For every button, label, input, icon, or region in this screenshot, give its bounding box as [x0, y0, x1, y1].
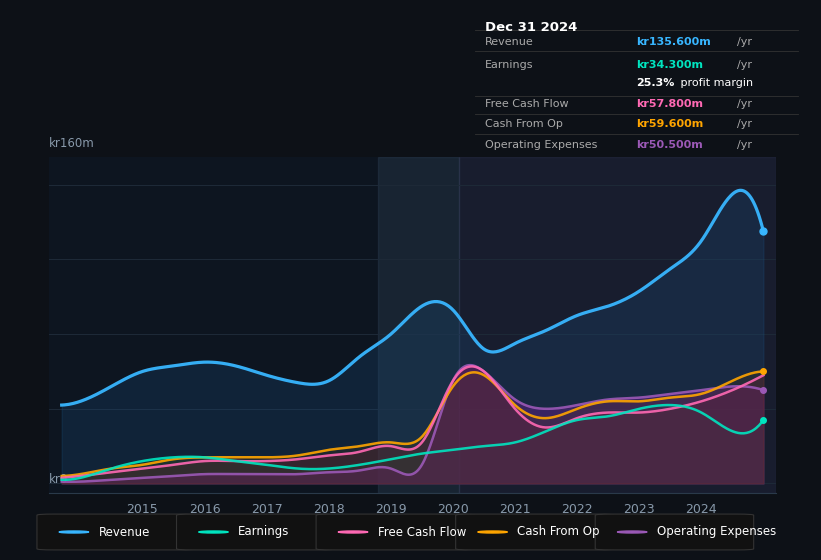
Text: kr59.600m: kr59.600m	[636, 119, 704, 129]
Circle shape	[199, 531, 228, 533]
Text: Cash From Op: Cash From Op	[517, 525, 599, 539]
FancyBboxPatch shape	[37, 514, 195, 550]
Text: Operating Expenses: Operating Expenses	[484, 139, 597, 150]
FancyBboxPatch shape	[595, 514, 754, 550]
Text: Cash From Op: Cash From Op	[484, 119, 562, 129]
Text: kr160m: kr160m	[49, 137, 95, 150]
Text: Operating Expenses: Operating Expenses	[657, 525, 776, 539]
Text: Free Cash Flow: Free Cash Flow	[378, 525, 466, 539]
Text: Earnings: Earnings	[484, 59, 534, 69]
Text: /yr: /yr	[737, 99, 752, 109]
Text: kr34.300m: kr34.300m	[636, 59, 704, 69]
Circle shape	[59, 531, 89, 533]
Text: 25.3%: 25.3%	[636, 78, 675, 88]
Text: /yr: /yr	[737, 119, 752, 129]
Text: Revenue: Revenue	[484, 37, 534, 47]
Text: /yr: /yr	[737, 37, 752, 47]
Text: profit margin: profit margin	[677, 78, 753, 88]
FancyBboxPatch shape	[456, 514, 614, 550]
Text: kr135.600m: kr135.600m	[636, 37, 711, 47]
Text: Revenue: Revenue	[99, 525, 150, 539]
Text: kr50.500m: kr50.500m	[636, 139, 703, 150]
Text: Earnings: Earnings	[238, 525, 290, 539]
Text: kr0: kr0	[49, 473, 68, 486]
Text: /yr: /yr	[737, 139, 752, 150]
Bar	[378, 157, 459, 493]
Circle shape	[478, 531, 507, 533]
Text: Dec 31 2024: Dec 31 2024	[484, 21, 577, 34]
FancyBboxPatch shape	[177, 514, 335, 550]
Text: /yr: /yr	[737, 59, 752, 69]
Text: Free Cash Flow: Free Cash Flow	[484, 99, 568, 109]
Circle shape	[617, 531, 647, 533]
Circle shape	[338, 531, 368, 533]
Bar	[459, 157, 776, 493]
Text: kr57.800m: kr57.800m	[636, 99, 704, 109]
FancyBboxPatch shape	[316, 514, 475, 550]
